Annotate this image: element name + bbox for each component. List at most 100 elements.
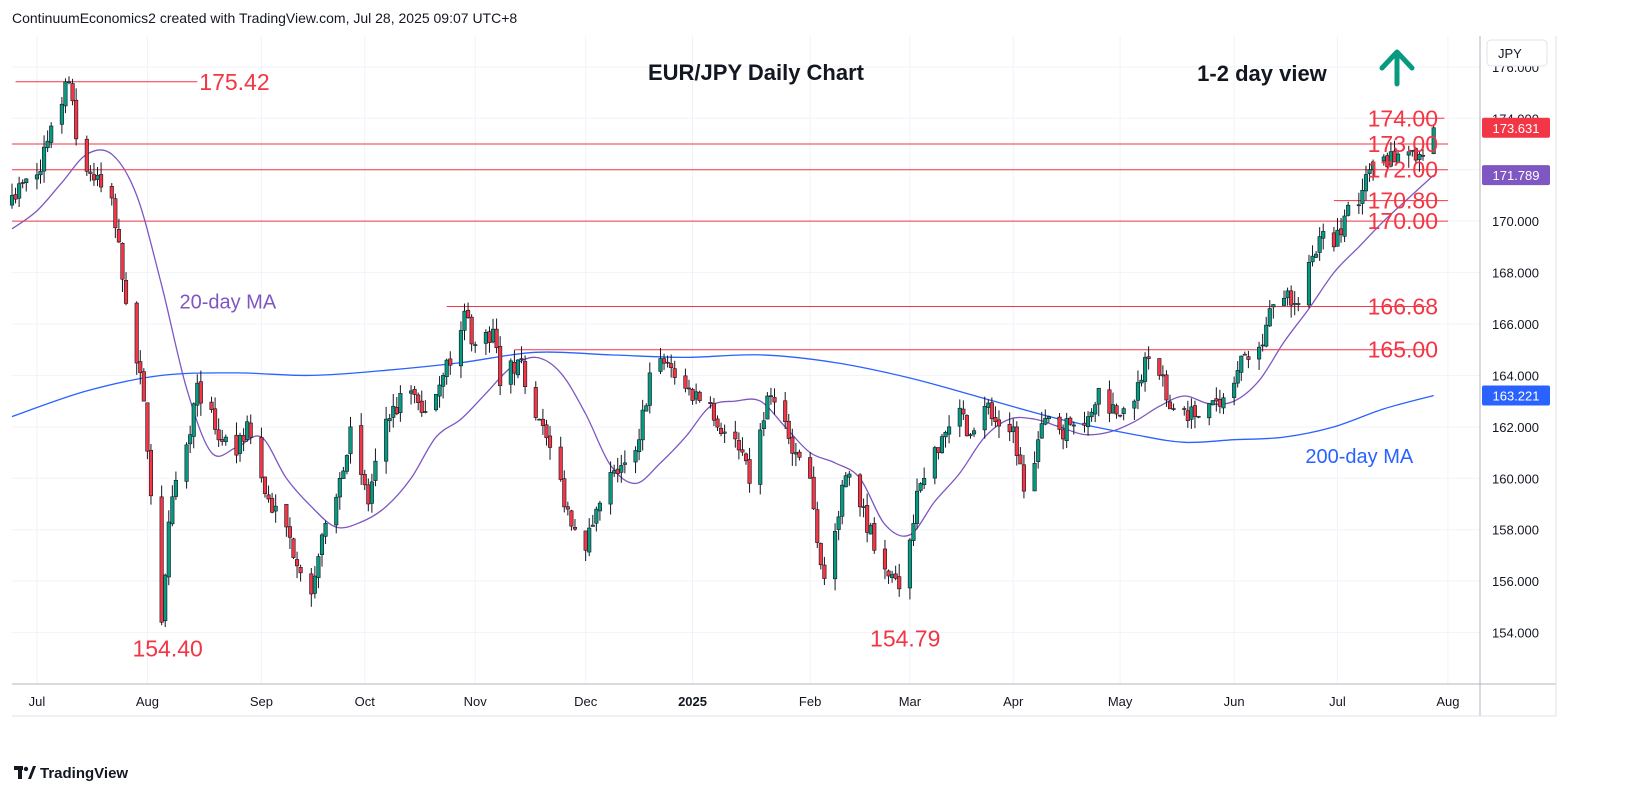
candle-body (34, 174, 39, 180)
low-label: 154.79 (870, 625, 940, 651)
candle-body (298, 567, 303, 574)
candle-body (1135, 382, 1140, 401)
candle-body (715, 418, 720, 428)
candle-body (70, 83, 75, 102)
candle-body (1082, 422, 1087, 426)
candle-body (540, 418, 545, 426)
candle-body (1306, 261, 1312, 306)
candle-body (63, 81, 68, 107)
candle-body (170, 496, 175, 525)
candle-body (473, 344, 478, 346)
candle-body (1107, 389, 1112, 414)
candle-body (344, 455, 349, 472)
candle-body (448, 358, 453, 366)
y-tick-label: 158.000 (1492, 523, 1539, 538)
candle-body (615, 468, 620, 475)
candle-body (163, 574, 168, 622)
candle-body (761, 420, 766, 429)
candle-body (1011, 426, 1016, 432)
candle-body (1346, 204, 1351, 216)
candle-body (1185, 410, 1190, 421)
candle-body (17, 183, 22, 199)
candle-body (1239, 355, 1244, 373)
candle-body (1086, 416, 1091, 428)
candle-body (683, 375, 688, 389)
y-tick-label: 164.000 (1492, 368, 1539, 383)
candle-body (939, 436, 945, 454)
candle-body (811, 476, 816, 510)
candle-body (523, 361, 528, 387)
candle-body (914, 490, 920, 524)
candle-body (191, 403, 196, 437)
candle-body (74, 99, 79, 140)
candle-body (291, 538, 296, 558)
candle-body (1093, 404, 1098, 415)
candle-body (1007, 423, 1012, 433)
tradingview-logo-icon (14, 766, 36, 779)
candle-body (366, 484, 371, 505)
candle-body (1164, 374, 1169, 401)
candle-body (213, 408, 218, 430)
y-tick-label: 166.000 (1492, 317, 1539, 332)
candle-body (1235, 370, 1240, 384)
candle-body (947, 426, 952, 435)
candle-body (498, 346, 503, 387)
tradingview-logo[interactable]: TradingView (14, 762, 128, 784)
price-badge (1482, 165, 1550, 186)
candle-body (1260, 344, 1265, 347)
candle-body (1420, 155, 1426, 157)
candle-body (815, 509, 820, 543)
candle-body (515, 359, 521, 376)
candle-body (433, 393, 439, 411)
price-badge-label: 171.789 (1493, 168, 1540, 183)
price-badge (1482, 385, 1550, 406)
candle-body (1342, 215, 1347, 237)
candle-body (833, 530, 838, 580)
candle-body (1267, 308, 1272, 327)
candle-body (59, 103, 64, 125)
candle-body (619, 465, 624, 473)
candle-body (1431, 127, 1436, 154)
attribution-text: ContinuumEconomics2 created with Trading… (12, 10, 518, 26)
candle-body (658, 358, 663, 372)
candle-body (1221, 397, 1226, 409)
candle-body (1068, 417, 1073, 425)
candle-body (1207, 403, 1212, 419)
x-tick-label: Feb (799, 694, 821, 709)
candle-body (1232, 382, 1237, 398)
candle-body (466, 309, 471, 318)
candle-body (1246, 356, 1251, 360)
candle-body (694, 391, 699, 400)
currency-label: JPY (1498, 46, 1522, 61)
candle-body (562, 478, 567, 508)
candle-body (1110, 404, 1116, 414)
up-arrow-icon (1379, 49, 1415, 87)
candle-body (1182, 408, 1187, 410)
candle-body (572, 526, 578, 530)
candle-body (961, 408, 966, 415)
candle-body (1160, 374, 1165, 377)
candle-body (1192, 405, 1197, 417)
candle-body (287, 526, 292, 538)
candle-body (423, 411, 428, 413)
candle-body (1285, 290, 1290, 299)
level-label: 174.00 (1368, 105, 1438, 131)
candle-body (865, 505, 870, 533)
candle-body (608, 472, 613, 505)
candle-body (88, 171, 93, 174)
candle-body (547, 435, 553, 448)
candle-body (918, 483, 923, 491)
candle-body (996, 419, 1002, 427)
candle-body (166, 521, 171, 578)
candle-body (672, 368, 677, 378)
candle-body (533, 387, 538, 418)
level-label: 166.68 (1368, 294, 1438, 320)
candle-body (936, 447, 941, 453)
candle-body (986, 402, 991, 408)
candle-body (1406, 151, 1411, 156)
candle-body (270, 498, 275, 513)
candle-body (138, 361, 143, 374)
candle-body (640, 409, 645, 441)
candle-body (24, 178, 29, 184)
